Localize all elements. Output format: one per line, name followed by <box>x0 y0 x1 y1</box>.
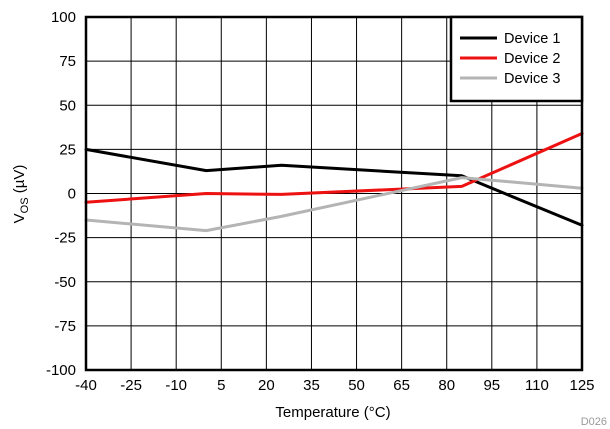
series-line-device-2 <box>84 132 584 204</box>
y-tick-label-2: 50 <box>59 97 76 114</box>
series-layer <box>84 132 584 233</box>
series-line-device-1 <box>84 147 584 227</box>
grid <box>85 16 583 371</box>
x-tick-label-10: 110 <box>525 377 549 394</box>
y-tick-label-8: -100 <box>46 362 76 379</box>
legend-label-device-3: Device 3 <box>504 71 560 87</box>
x-tick-labels: -40 -25 -10 5 20 35 50 65 80 95 110 125 <box>75 377 594 394</box>
x-tick-label-7: 65 <box>393 377 410 394</box>
legend-label-device-1: Device 1 <box>504 31 560 47</box>
y-tick-label-7: -75 <box>54 318 76 335</box>
y-axis-title: VOS (µV) <box>11 165 31 224</box>
x-tick-label-9: 95 <box>483 377 500 394</box>
x-tick-label-4: 20 <box>258 377 275 394</box>
x-tick-label-11: 125 <box>569 377 594 394</box>
x-tick-label-0: -40 <box>75 377 97 394</box>
plot-frame <box>84 15 584 372</box>
series-line-device-3 <box>84 176 584 233</box>
x-tick-label-6: 50 <box>348 377 365 394</box>
y-tick-label-1: 75 <box>59 53 76 70</box>
x-tick-label-1: -25 <box>120 377 142 394</box>
y-tick-label-3: 25 <box>59 141 76 158</box>
figure-code: D026 <box>581 416 607 428</box>
y-tick-label-5: -25 <box>54 230 76 247</box>
legend-label-device-2: Device 2 <box>504 51 560 67</box>
y-tick-label-0: 100 <box>51 9 76 26</box>
y-tick-labels: 100 75 50 25 0 -25 -50 -75 -100 <box>46 9 76 379</box>
x-tick-label-3: 5 <box>217 377 225 394</box>
x-axis-title: Temperature (°C) <box>275 404 390 421</box>
x-tick-label-2: -10 <box>165 377 187 394</box>
x-tick-label-5: 35 <box>303 377 320 394</box>
y-tick-label-6: -50 <box>54 274 76 291</box>
x-tick-label-8: 80 <box>438 377 455 394</box>
legend: Device 1 Device 2 Device 3 <box>449 15 584 103</box>
y-tick-label-4: 0 <box>68 186 76 203</box>
